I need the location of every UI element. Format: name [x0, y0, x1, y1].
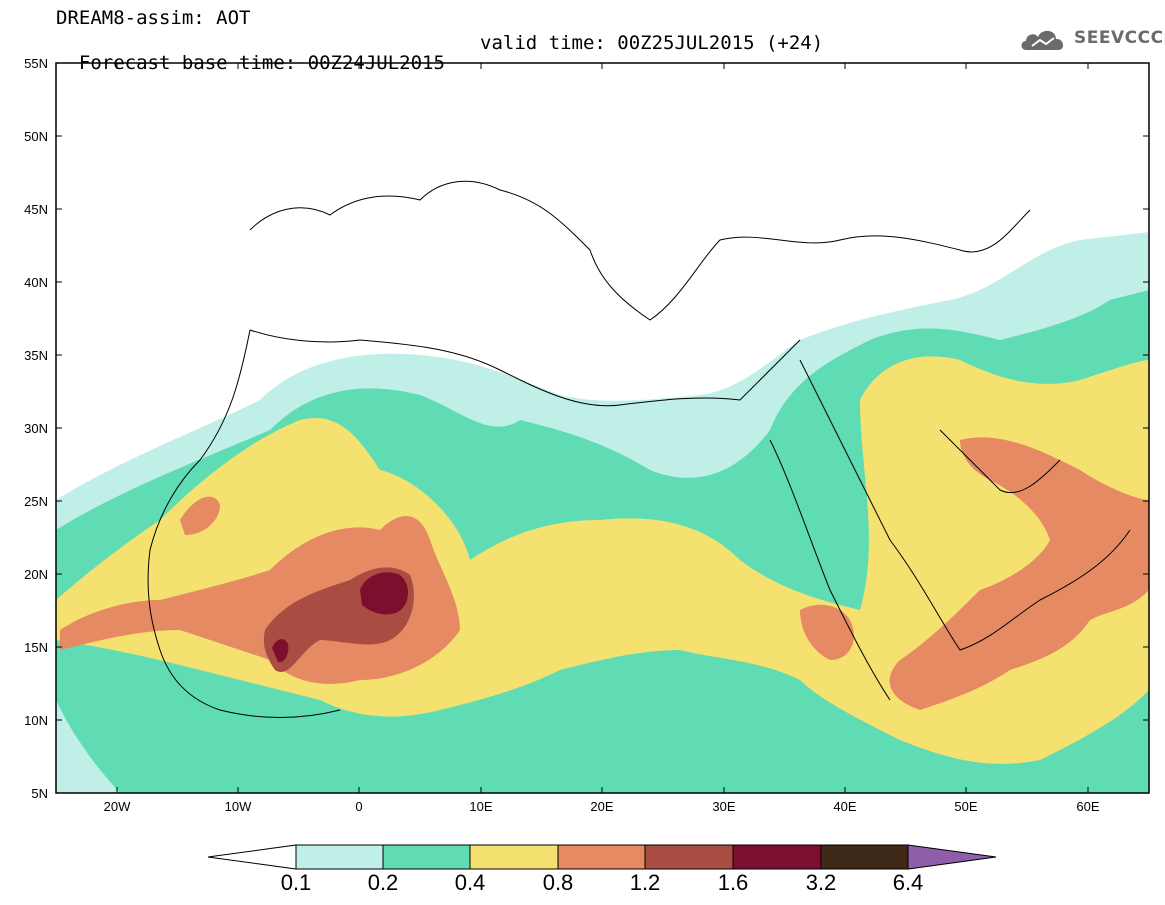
coastline-north-africa: [249, 329, 801, 407]
lon-label-10e: 10E: [469, 799, 493, 814]
lon-label-30e: 30E: [712, 799, 736, 814]
cloud-icon: [1021, 30, 1064, 50]
lon-ticks: [116, 63, 1089, 793]
colorbar-label: 3.2: [805, 870, 837, 895]
colorbar-box-2: [382, 844, 471, 870]
lon-label-20e: 20E: [590, 799, 614, 814]
coastlines: [147, 180, 1131, 718]
valid-time: valid time: 00Z25JUL2015 (+24): [480, 32, 824, 54]
aot-contour-1.6: [360, 572, 409, 615]
lat-label-5n: 5N: [31, 786, 48, 801]
logo-text: SEEVCCC: [1074, 28, 1164, 48]
aot-contour-0.8-sudan: [800, 604, 854, 660]
coastline-west-africa: [147, 329, 341, 718]
lon-label-20w: 20W: [103, 799, 131, 814]
coastline-gulf: [939, 429, 1061, 494]
aot-contour-1.6-small: [272, 639, 289, 663]
lat-label-40n: 40N: [24, 275, 48, 290]
coastline-red-sea: [769, 439, 891, 701]
colorbar-box-7: [820, 844, 909, 870]
aot-field: [56, 232, 1149, 793]
lat-label-10n: 10N: [24, 713, 48, 728]
colorbar-box-1: [295, 844, 384, 870]
lat-label-45n: 45N: [24, 202, 48, 217]
colorbar-box-6: [732, 844, 822, 870]
colorbar-above-arrow: [907, 844, 997, 870]
lat-label-55n: 55N: [24, 56, 48, 71]
coastline-arabia: [799, 359, 1131, 651]
lat-label-15n: 15N: [24, 640, 48, 655]
colorbar-label: 1.6: [717, 870, 749, 895]
lon-label-50e: 50E: [954, 799, 978, 814]
lat-ticks: [56, 62, 1149, 794]
seevccc-logo: SEEVCCC: [1018, 24, 1163, 54]
coastline-europe: [249, 180, 1031, 321]
colorbar-label: 0.2: [367, 870, 399, 895]
lat-label-50n: 50N: [24, 129, 48, 144]
map-title: DREAM8-assim: AOT: [56, 7, 251, 29]
colorbar-below-arrow: [207, 844, 297, 870]
lat-label-25n: 25N: [24, 494, 48, 509]
colorbar-box-5: [644, 844, 734, 870]
lon-label-60e: 60E: [1076, 799, 1100, 814]
colorbar-label: 0.1: [280, 870, 312, 895]
lat-label-35n: 35N: [24, 348, 48, 363]
colorbar: [207, 844, 997, 870]
lon-label-0: 0: [355, 799, 363, 814]
lon-label-10w: 10W: [224, 799, 252, 814]
colorbar-box-4: [557, 844, 646, 870]
lon-label-40e: 40E: [833, 799, 857, 814]
colorbar-label: 1.2: [629, 870, 661, 895]
colorbar-label: 0.8: [542, 870, 574, 895]
colorbar-label: 0.4: [454, 870, 486, 895]
aot-contour-0.8-blob: [180, 496, 220, 535]
lat-label-30n: 30N: [24, 421, 48, 436]
colorbar-label: 6.4: [892, 870, 924, 895]
lat-label-20n: 20N: [24, 567, 48, 582]
colorbar-box-3: [469, 844, 559, 870]
